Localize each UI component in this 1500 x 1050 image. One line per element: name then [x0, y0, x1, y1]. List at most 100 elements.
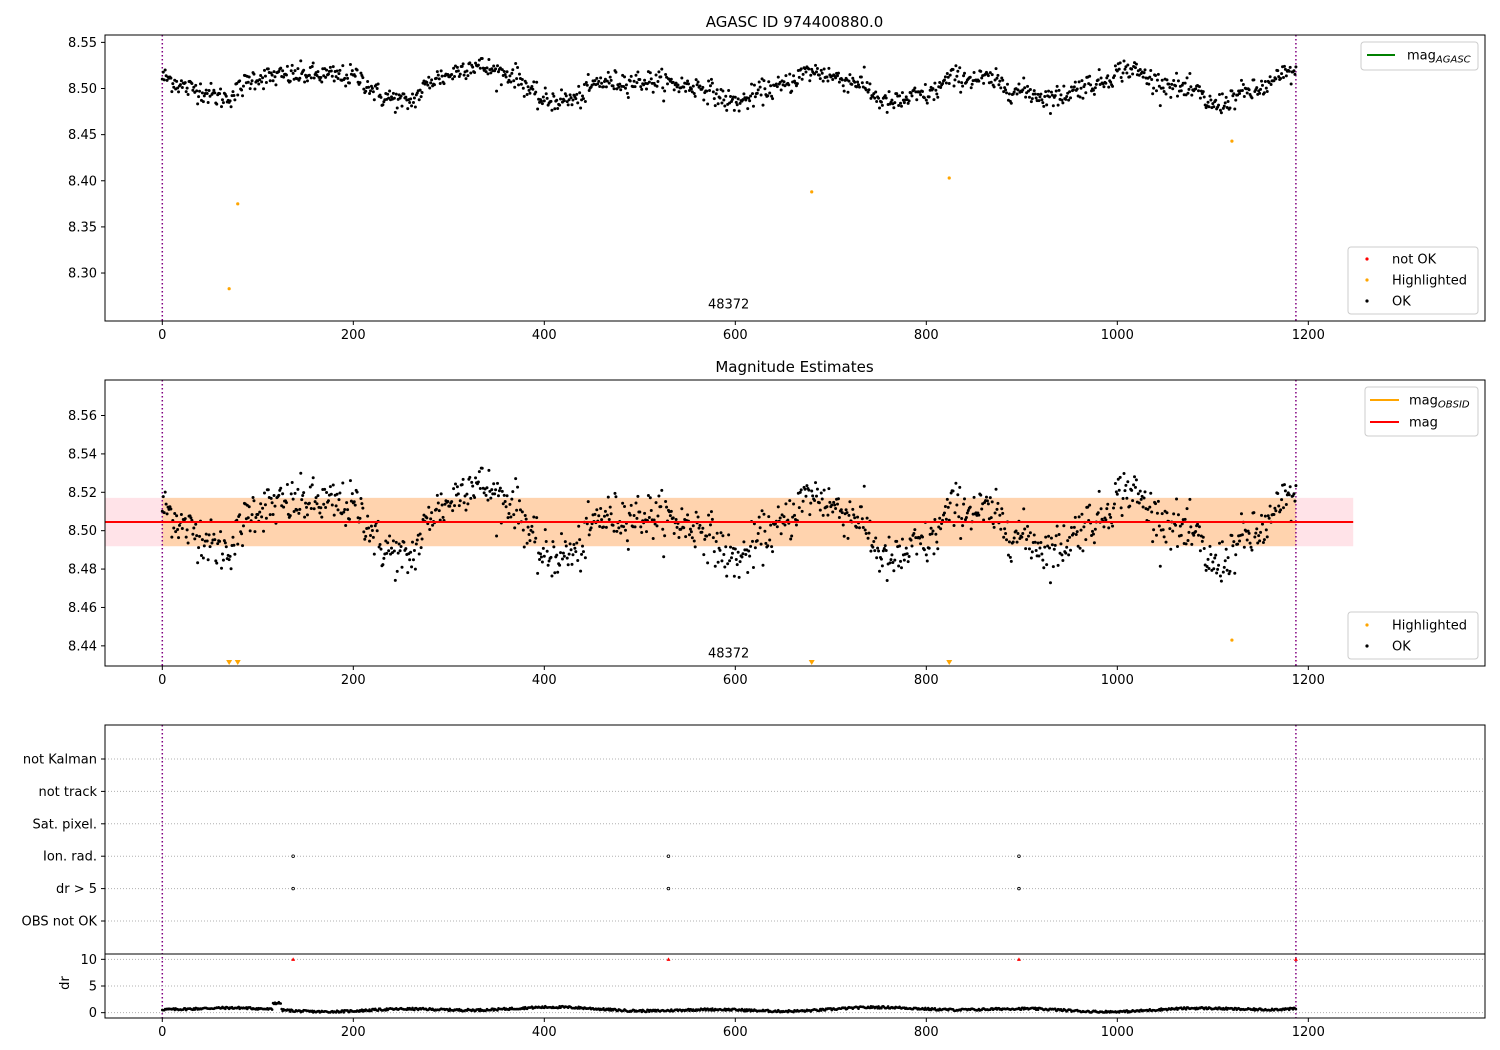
ok-point [180, 85, 184, 89]
ok-point [1168, 86, 1172, 90]
ok-point [298, 76, 302, 80]
ok-point [474, 61, 478, 65]
ok-point [386, 92, 390, 96]
ok-point [687, 82, 691, 86]
ok-point [856, 80, 860, 84]
ok-point [636, 494, 640, 498]
ok-point [887, 90, 891, 94]
ok-point [1003, 86, 1007, 90]
ok-point [559, 532, 563, 536]
ok-point [688, 527, 692, 531]
ok-point [561, 551, 565, 555]
obsid-label: 48372 [708, 647, 749, 662]
ok-point [714, 540, 718, 544]
ok-point [543, 528, 547, 532]
ok-point [643, 78, 647, 82]
ok-point [471, 65, 475, 69]
ok-point [1232, 92, 1236, 96]
ok-point [468, 61, 472, 65]
ok-point [922, 96, 926, 100]
ok-point [319, 506, 323, 510]
ok-point [520, 77, 524, 81]
ok-point [859, 75, 863, 79]
ok-point [891, 560, 895, 564]
ok-point [795, 82, 799, 86]
ok-point [844, 508, 848, 512]
highlighted-point [1230, 139, 1234, 143]
ok-point [617, 85, 621, 89]
ok-point [236, 542, 240, 546]
ok-point [1174, 523, 1178, 527]
ok-point [1052, 547, 1056, 551]
ok-point [352, 500, 356, 504]
ok-point [835, 502, 839, 506]
ok-point [329, 69, 333, 73]
ok-point [186, 92, 190, 96]
y-tick-label: 8.35 [68, 220, 97, 235]
ok-point [1274, 509, 1278, 513]
ok-point [1096, 511, 1100, 515]
ok-point [799, 67, 803, 71]
y-tick-label: 5 [89, 980, 97, 995]
ok-point [320, 80, 324, 84]
ok-point [1104, 518, 1108, 522]
ok-point [183, 81, 187, 85]
ok-point [430, 78, 434, 82]
ok-point [381, 103, 385, 107]
legend-point-swatch [1365, 623, 1369, 627]
ok-point [1106, 502, 1110, 506]
ok-point [1248, 541, 1252, 545]
ok-point [846, 90, 850, 94]
ok-point [388, 534, 392, 538]
ok-point [364, 534, 368, 538]
ok-point [936, 95, 940, 99]
ok-point [848, 500, 852, 504]
ok-point [639, 525, 643, 529]
ok-point [189, 516, 193, 520]
ok-point [258, 78, 262, 82]
ok-point [1120, 514, 1124, 518]
ok-point [490, 488, 494, 492]
ok-point [1245, 91, 1249, 95]
ok-point [514, 477, 518, 481]
ok-point [246, 80, 250, 84]
ok-point [564, 544, 568, 548]
ok-point [956, 69, 960, 73]
obsid-label: 48372 [708, 297, 749, 312]
ok-point [1069, 96, 1073, 100]
axes-frame [104, 34, 1486, 322]
ok-point [1283, 489, 1287, 493]
ok-point [511, 68, 515, 72]
ok-point [574, 97, 578, 101]
ok-point [810, 489, 814, 493]
ok-point [305, 79, 309, 83]
ok-point [1201, 535, 1205, 539]
ok-point [648, 71, 652, 75]
ok-point [813, 72, 817, 76]
ok-point [1133, 66, 1137, 70]
ok-point [1088, 74, 1092, 78]
ok-point [857, 85, 861, 89]
ok-point [1260, 83, 1264, 87]
ok-point [272, 70, 276, 74]
ok-point [285, 64, 289, 68]
ok-point [877, 96, 881, 100]
y-tick-label: 8.54 [68, 447, 97, 462]
ok-point [600, 81, 604, 85]
ok-point [495, 534, 499, 538]
ok-point [1190, 542, 1194, 546]
ok-point [851, 507, 855, 511]
ok-point [436, 501, 440, 505]
dr-frame [104, 953, 1486, 1019]
ok-point [231, 535, 235, 539]
ok-point [370, 528, 374, 532]
ok-point [1049, 90, 1053, 94]
ok-point [575, 541, 579, 545]
ok-point [344, 523, 348, 527]
ok-point [419, 95, 423, 99]
ok-point [702, 553, 706, 557]
ok-point [536, 571, 540, 575]
ok-point [1123, 67, 1127, 71]
ok-point [494, 488, 498, 492]
